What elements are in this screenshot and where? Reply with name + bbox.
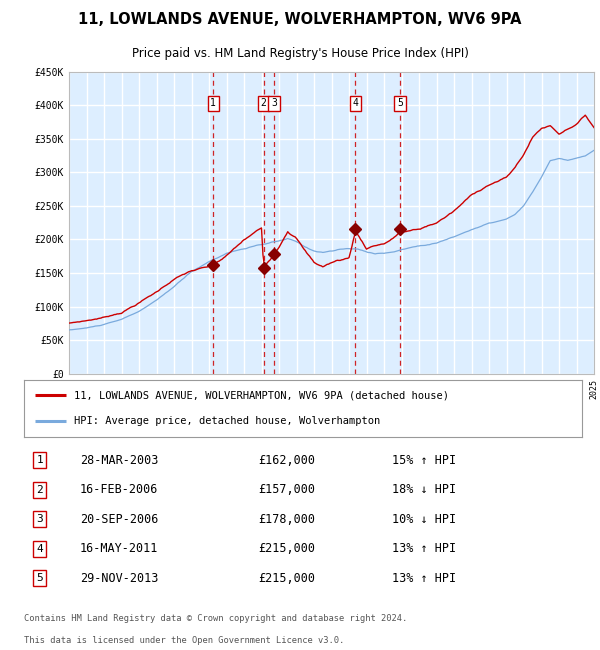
Text: 5: 5 [36,573,43,583]
Text: 15% ↑ HPI: 15% ↑ HPI [392,454,457,467]
Text: 3: 3 [36,514,43,525]
Text: £215,000: £215,000 [259,542,316,555]
Text: 4: 4 [36,544,43,554]
Text: £215,000: £215,000 [259,572,316,585]
Text: 29-NOV-2013: 29-NOV-2013 [80,572,158,585]
Text: 13% ↑ HPI: 13% ↑ HPI [392,542,457,555]
Text: 5: 5 [397,98,403,109]
Text: 16-FEB-2006: 16-FEB-2006 [80,484,158,497]
Text: £178,000: £178,000 [259,513,316,526]
Text: 1: 1 [36,456,43,465]
Text: 13% ↑ HPI: 13% ↑ HPI [392,572,457,585]
Text: HPI: Average price, detached house, Wolverhampton: HPI: Average price, detached house, Wolv… [74,417,380,426]
Text: Contains HM Land Registry data © Crown copyright and database right 2024.: Contains HM Land Registry data © Crown c… [24,614,407,623]
Text: 20-SEP-2006: 20-SEP-2006 [80,513,158,526]
Text: 2: 2 [260,98,266,109]
Text: £162,000: £162,000 [259,454,316,467]
Text: 3: 3 [271,98,277,109]
Text: 1: 1 [210,98,216,109]
Text: 16-MAY-2011: 16-MAY-2011 [80,542,158,555]
Text: 18% ↓ HPI: 18% ↓ HPI [392,484,457,497]
Text: 10% ↓ HPI: 10% ↓ HPI [392,513,457,526]
Text: 2: 2 [36,485,43,495]
Text: 11, LOWLANDS AVENUE, WOLVERHAMPTON, WV6 9PA (detached house): 11, LOWLANDS AVENUE, WOLVERHAMPTON, WV6 … [74,390,449,400]
Text: 11, LOWLANDS AVENUE, WOLVERHAMPTON, WV6 9PA: 11, LOWLANDS AVENUE, WOLVERHAMPTON, WV6 … [78,12,522,27]
Text: 28-MAR-2003: 28-MAR-2003 [80,454,158,467]
Text: Price paid vs. HM Land Registry's House Price Index (HPI): Price paid vs. HM Land Registry's House … [131,47,469,60]
Text: This data is licensed under the Open Government Licence v3.0.: This data is licensed under the Open Gov… [24,636,344,645]
Text: 4: 4 [353,98,358,109]
Text: £157,000: £157,000 [259,484,316,497]
